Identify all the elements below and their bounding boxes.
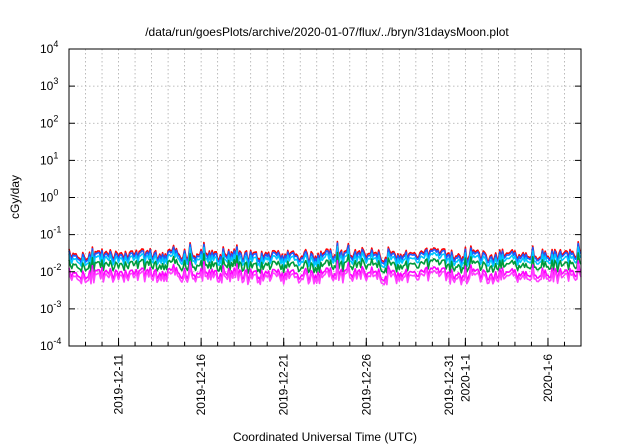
series-group [68, 240, 582, 286]
ticks [69, 48, 581, 347]
x-tick-label: 2019-12-16 [194, 354, 208, 416]
series-line-6 [68, 263, 582, 286]
grid [69, 49, 581, 346]
series-line-4 [68, 251, 582, 275]
y-axis-label: cGy/day [8, 175, 22, 219]
x-tick-label: 2019-12-11 [112, 354, 126, 415]
x-axis-label: Coordinated Universal Time (UTC) [233, 430, 417, 444]
x-tick-label: 2019-12-26 [359, 354, 373, 416]
series-line-5 [68, 259, 582, 282]
series-line-2 [68, 242, 582, 265]
x-tick-label: 2020-1-6 [541, 354, 555, 402]
chart-title: /data/run/goesPlots/archive/2020-01-07/f… [145, 25, 509, 39]
series-line-3 [68, 245, 582, 269]
x-tick-label: 2020-1-1 [458, 354, 472, 402]
x-tick-label: 2019-12-31 [442, 354, 456, 416]
x-tick-label: 2019-12-21 [277, 354, 291, 416]
x-tick-labels: 2019-12-11 2019-12-16 2019-12-21 2019-12-26… [112, 354, 555, 416]
